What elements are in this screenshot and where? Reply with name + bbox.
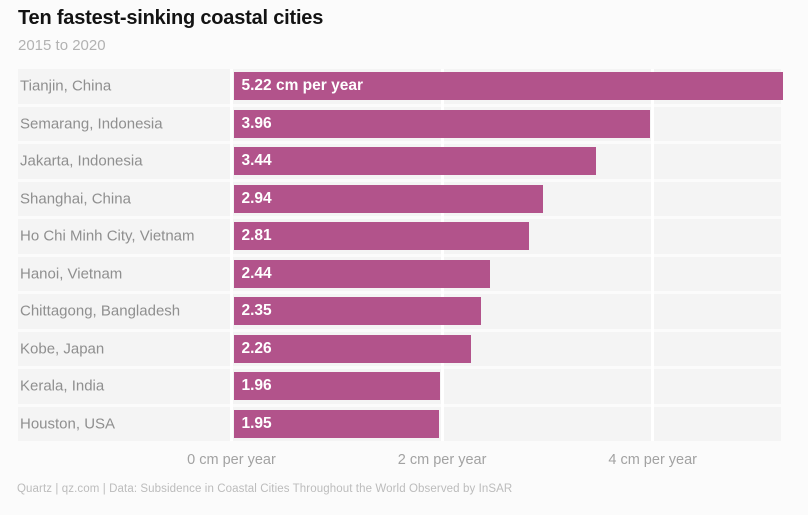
chart-subtitle: 2015 to 2020	[18, 37, 106, 54]
category-label: Houston, USA	[20, 415, 116, 433]
x-axis: 0 cm per year 2 cm per year 4 cm per year	[18, 452, 781, 472]
bar-value-label: 3.96	[241, 114, 272, 132]
bar-value-label: 1.95	[241, 414, 272, 432]
bar-value-label: 2.35	[241, 302, 272, 320]
x-axis-tick-label: 2 cm per year	[397, 452, 487, 468]
category-label: Kobe, Japan	[20, 340, 105, 358]
bar: 2.26	[233, 334, 472, 363]
chart-row: Shanghai, China 2.94	[18, 181, 781, 216]
category-label: Semarang, Indonesia	[20, 115, 163, 133]
chart-row: Semarang, Indonesia 3.96	[18, 106, 781, 141]
bar-value-label: 5.22 cm per year	[241, 77, 364, 95]
category-label: Tianjin, China	[20, 77, 112, 95]
chart-row: Ho Chi Minh City, Vietnam 2.81	[18, 219, 781, 254]
bar: 1.96	[233, 372, 440, 401]
bar: 2.44	[233, 259, 491, 288]
bar: 1.95	[233, 409, 439, 438]
gridline	[230, 69, 233, 441]
category-label: Kerala, India	[20, 377, 105, 395]
bar: 2.81	[233, 222, 530, 251]
chart-row: Hanoi, Vietnam 2.44	[18, 256, 781, 291]
chart-row: Kobe, Japan 2.26	[18, 331, 781, 366]
bar: 3.96	[233, 109, 651, 138]
chart-row: Tianjin, China 5.22 cm per year	[18, 69, 784, 104]
gridline	[440, 69, 444, 441]
category-label: Jakarta, Indonesia	[20, 152, 143, 170]
bar: 2.94	[233, 184, 544, 213]
bar-value-label: 2.81	[241, 227, 272, 245]
source-attribution: Quartz | qz.com | Data: Subsidence in Co…	[17, 483, 513, 495]
chart-row: Chittagong, Bangladesh 2.35	[18, 294, 781, 329]
bar: 5.22 cm per year	[233, 72, 784, 101]
bar-value-label: 2.94	[241, 189, 272, 207]
chart-row: Houston, USA 1.95	[18, 406, 781, 441]
x-axis-tick-label: 4 cm per year	[608, 452, 698, 468]
gridline	[651, 69, 655, 441]
bar: 3.44	[233, 147, 596, 176]
category-label: Chittagong, Bangladesh	[20, 302, 181, 320]
category-label: Shanghai, China	[20, 190, 131, 208]
chart-row: Jakarta, Indonesia 3.44	[18, 144, 781, 179]
bar-value-label: 3.44	[241, 152, 272, 170]
bar-value-label: 1.96	[241, 377, 272, 395]
bar-value-label: 2.44	[241, 264, 272, 282]
category-label: Hanoi, Vietnam	[20, 265, 123, 283]
category-label: Ho Chi Minh City, Vietnam	[20, 227, 195, 245]
chart-row: Kerala, India 1.96	[18, 369, 781, 404]
bar: 2.35	[233, 297, 481, 326]
x-axis-tick-label: 0 cm per year	[187, 452, 276, 468]
chart-title: Ten fastest-sinking coastal cities	[18, 7, 324, 29]
chart-rows: Tianjin, China 5.22 cm per year Semarang, …	[18, 69, 784, 441]
bar-value-label: 2.26	[241, 339, 272, 357]
